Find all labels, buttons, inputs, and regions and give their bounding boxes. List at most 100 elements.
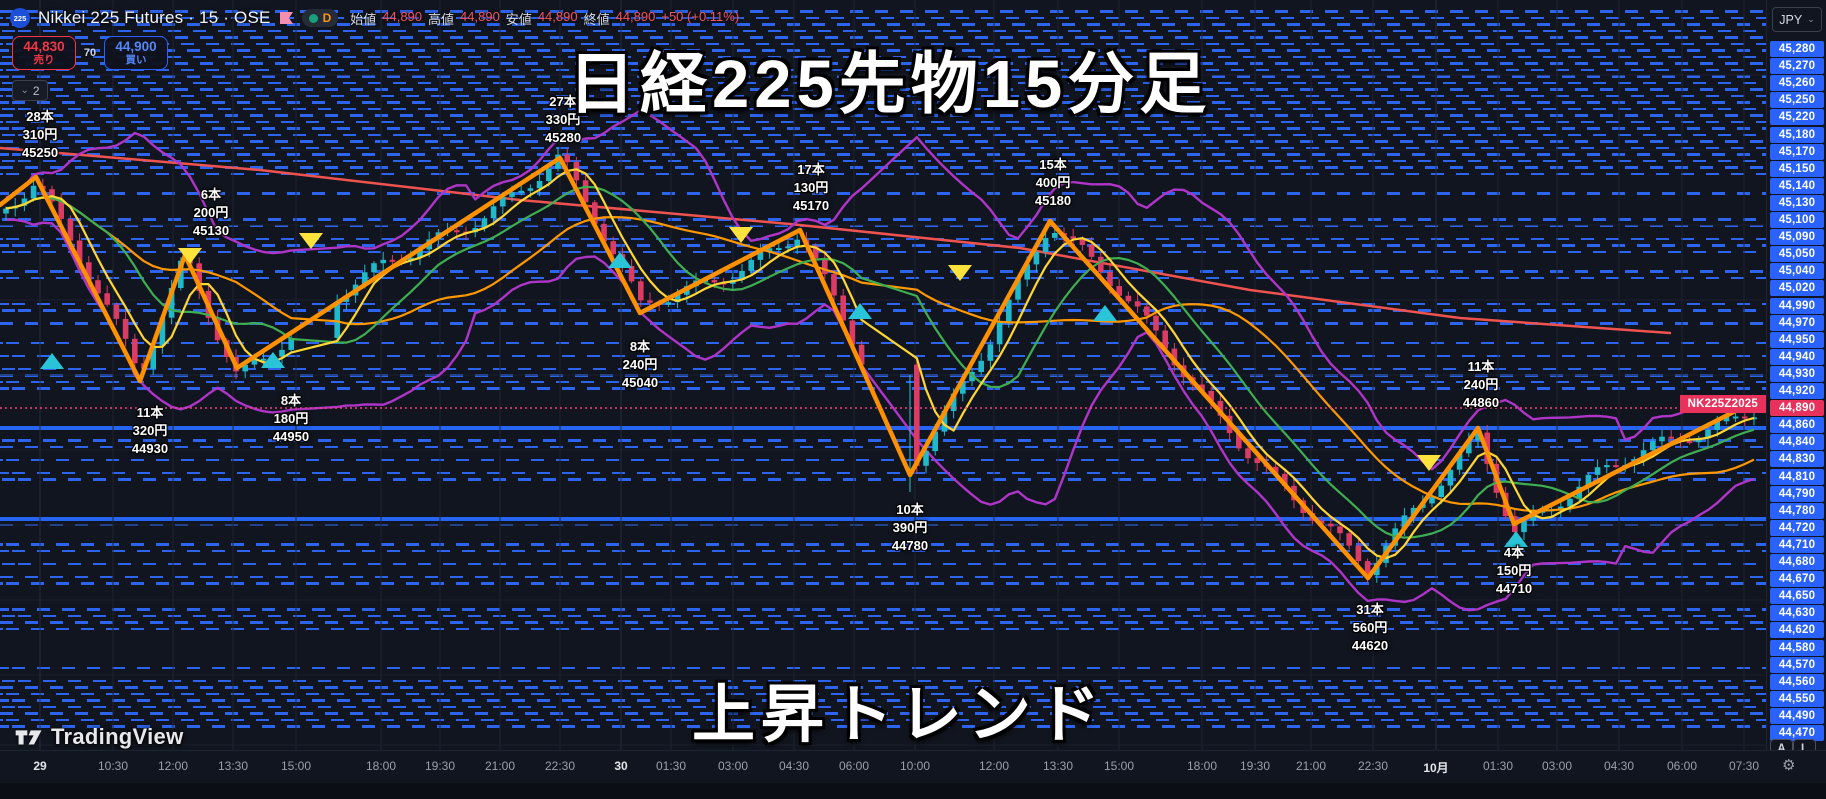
price-level-line[interactable]	[0, 36, 1766, 39]
price-level-line[interactable]	[0, 146, 1766, 150]
candlestick-chart[interactable]	[0, 0, 1766, 750]
price-level-line[interactable]	[0, 75, 1766, 78]
price-level-line[interactable]	[0, 107, 1766, 111]
price-level-line[interactable]	[0, 68, 1766, 72]
price-level-line[interactable]	[0, 10, 1766, 13]
horizontal-support-line[interactable]	[0, 425, 1766, 430]
price-axis-label: 44,990	[1770, 297, 1824, 314]
price-level-line[interactable]	[0, 49, 1766, 52]
price-level-line[interactable]	[0, 679, 1766, 683]
price-level-line[interactable]	[0, 42, 1766, 46]
horizontal-support-line[interactable]	[0, 516, 1766, 521]
last-price-tag: NK225Z2025	[1679, 395, 1766, 413]
indicator-pill[interactable]: D	[301, 9, 339, 27]
price-axis-label: 45,170	[1770, 143, 1824, 160]
price-level-line[interactable]	[0, 16, 1766, 20]
price-level-line[interactable]	[0, 387, 1766, 390]
price-level-line[interactable]	[0, 120, 1766, 124]
price-axis-label: 44,940	[1770, 348, 1824, 365]
sell-label: 売り	[33, 53, 55, 66]
price-level-line[interactable]	[0, 192, 1766, 195]
symbol-title[interactable]: Nikkei 225 Futures · 15 · OSE	[38, 8, 271, 27]
price-level-line[interactable]	[0, 543, 1766, 546]
time-axis-label: 19:30	[1239, 759, 1271, 773]
price-level-line[interactable]	[0, 218, 1766, 221]
price-level-line[interactable]	[0, 380, 1766, 384]
price-level-line[interactable]	[0, 62, 1766, 65]
price-level-line[interactable]	[0, 666, 1766, 670]
price-level-line[interactable]	[0, 127, 1766, 130]
price-level-line[interactable]	[0, 686, 1766, 689]
price-level-line[interactable]	[0, 341, 1766, 345]
price-axis-label: 45,040	[1770, 263, 1824, 280]
price-level-line[interactable]	[0, 705, 1766, 709]
price-level-line[interactable]	[0, 302, 1766, 306]
time-axis-label: 01:30	[655, 759, 687, 773]
price-level-line[interactable]	[0, 458, 1766, 462]
time-axis-label: 10:30	[97, 759, 129, 773]
price-level-line[interactable]	[0, 608, 1766, 611]
price-level-line[interactable]	[0, 582, 1766, 585]
price-level-line[interactable]	[0, 309, 1766, 312]
price-level-line[interactable]	[0, 94, 1766, 98]
price-level-line[interactable]	[0, 276, 1766, 280]
price-level-line[interactable]	[0, 29, 1766, 33]
price-level-line[interactable]	[0, 718, 1766, 722]
sell-button[interactable]: 44,830 売り	[12, 36, 76, 70]
price-level-line[interactable]	[0, 81, 1766, 85]
price-level-line[interactable]	[0, 367, 1766, 371]
price-level-line[interactable]	[0, 575, 1766, 579]
price-level-line[interactable]	[0, 55, 1766, 59]
price-level-line[interactable]	[0, 244, 1766, 247]
price-level-line[interactable]	[0, 114, 1766, 117]
price-level-line[interactable]	[0, 699, 1766, 702]
currency-button[interactable]: JPY ⌄	[1772, 7, 1822, 32]
open-value: 44,890	[382, 8, 423, 24]
lot-size-button[interactable]: ⌄ 2	[12, 80, 48, 101]
price-level-line[interactable]	[0, 627, 1766, 631]
high-label: 高値	[428, 11, 455, 27]
buy-label: 買い	[125, 53, 147, 66]
price-level-line[interactable]	[0, 153, 1766, 156]
price-axis-label: 44,570	[1770, 656, 1824, 673]
price-level-line[interactable]	[0, 614, 1766, 618]
gear-icon[interactable]: ⚙	[1782, 757, 1796, 774]
price-level-line[interactable]	[0, 322, 1766, 325]
price-level-line[interactable]	[0, 621, 1766, 624]
currency-label: JPY	[1779, 12, 1803, 27]
time-axis[interactable]: ⚙ 29 10:30 12:00 13:30 15:00 18:00 19:30 21:00 2…	[0, 750, 1826, 783]
price-level-line[interactable]	[0, 562, 1766, 566]
price-level-line[interactable]	[0, 354, 1766, 358]
price-level-line[interactable]	[0, 88, 1766, 91]
price-level-line[interactable]	[0, 237, 1766, 241]
price-level-line[interactable]	[0, 471, 1766, 475]
tradingview-watermark[interactable]: TradingView	[14, 724, 184, 750]
price-level-line[interactable]	[0, 23, 1766, 26]
price-level-line[interactable]	[0, 101, 1766, 104]
price-level-line[interactable]	[0, 224, 1766, 228]
price-level-line[interactable]	[0, 172, 1766, 176]
lot-size-value: 2	[32, 83, 40, 98]
flag-icon[interactable]	[279, 11, 294, 25]
buy-button[interactable]: 44,900 買い	[104, 36, 168, 70]
price-level-line[interactable]	[0, 133, 1766, 137]
buy-signal-icon	[848, 303, 872, 319]
price-axis-label: 44,780	[1770, 502, 1824, 519]
price-level-line[interactable]	[0, 159, 1766, 163]
price-level-line[interactable]	[0, 445, 1766, 449]
price-level-line[interactable]	[0, 478, 1766, 481]
price-level-line[interactable]	[0, 439, 1766, 442]
price-axis[interactable]: JPY ⌄ 45,280 45,270 45,260 45,250 45,220 45,1…	[1766, 0, 1826, 799]
price-level-line[interactable]	[0, 250, 1766, 254]
price-level-line[interactable]	[0, 692, 1766, 696]
time-axis-label: 07:30	[1728, 759, 1760, 773]
price-axis-label: 45,220	[1770, 109, 1824, 126]
price-level-line[interactable]	[0, 140, 1766, 143]
sell-signal-icon	[729, 227, 753, 243]
price-level-line[interactable]	[0, 270, 1766, 273]
log-scale-label: L	[1800, 743, 1809, 755]
price-level-line[interactable]	[0, 712, 1766, 715]
price-level-line[interactable]	[0, 725, 1766, 728]
price-level-line[interactable]	[0, 549, 1766, 553]
